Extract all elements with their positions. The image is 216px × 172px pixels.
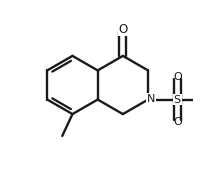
Text: O: O bbox=[174, 72, 182, 82]
Text: O: O bbox=[174, 117, 182, 127]
Text: S: S bbox=[174, 95, 181, 105]
Text: O: O bbox=[118, 23, 127, 36]
Text: N: N bbox=[147, 94, 155, 104]
